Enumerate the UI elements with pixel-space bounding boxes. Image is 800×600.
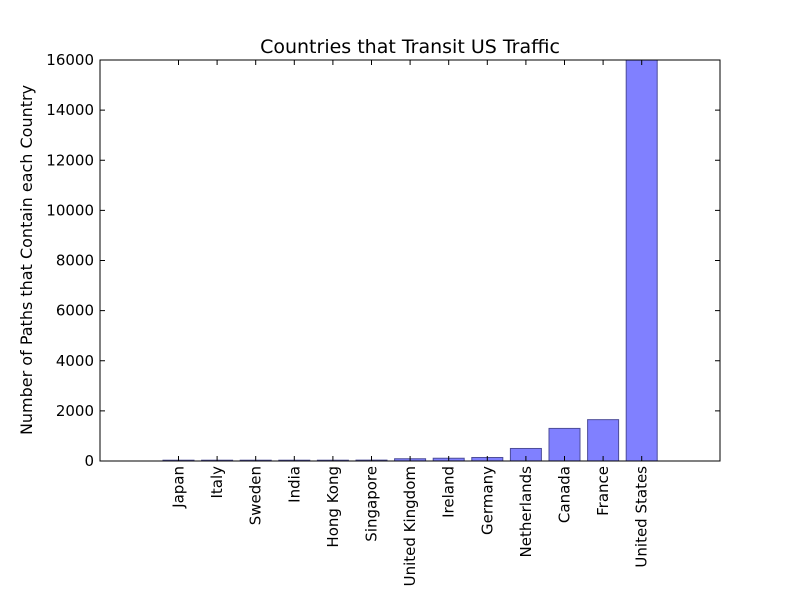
x-tick-label: Italy: [208, 466, 226, 499]
bar-united-states: [625, 59, 658, 462]
y-tick-label: 12000: [46, 151, 94, 169]
y-tick-label: 0: [84, 452, 94, 470]
x-tick-label: Canada: [556, 466, 574, 523]
bars-group: [162, 59, 658, 462]
y-tick-label: 16000: [46, 51, 94, 69]
y-tick-label: 2000: [56, 402, 94, 420]
y-axis-label: Number of Paths that Contain each Countr…: [17, 85, 36, 435]
x-tick-label: United Kingdom: [401, 466, 419, 586]
y-tick-label: 6000: [56, 302, 94, 320]
y-tick-label: 10000: [46, 201, 94, 219]
bar-canada: [548, 427, 581, 462]
chart-title: Countries that Transit US Traffic: [260, 36, 560, 58]
y-tick-label: 4000: [56, 352, 94, 370]
bar-france: [587, 419, 620, 462]
x-tick-label: Ireland: [440, 466, 458, 518]
y-axis-ticks: 0 2000 4000 6000 8000 10000 12000 14000 16000: [46, 51, 720, 470]
x-tick-label: Singapore: [363, 466, 381, 542]
x-tick-label: Netherlands: [517, 466, 535, 558]
x-tick-label: Japan: [170, 466, 188, 509]
x-tick-label: Germany: [478, 466, 496, 535]
x-tick-label: India: [285, 466, 303, 503]
y-tick-label: 8000: [56, 252, 94, 270]
x-tick-label: France: [594, 466, 612, 516]
y-tick-label: 14000: [46, 101, 94, 119]
x-tick-label: Sweden: [247, 466, 265, 525]
x-axis-ticks: Japan Italy Sweden India Hong Kong Singapore U…: [170, 60, 651, 586]
x-tick-label: United States: [633, 466, 651, 568]
plot-frame: [99, 59, 721, 462]
x-tick-label: Hong Kong: [324, 466, 342, 548]
